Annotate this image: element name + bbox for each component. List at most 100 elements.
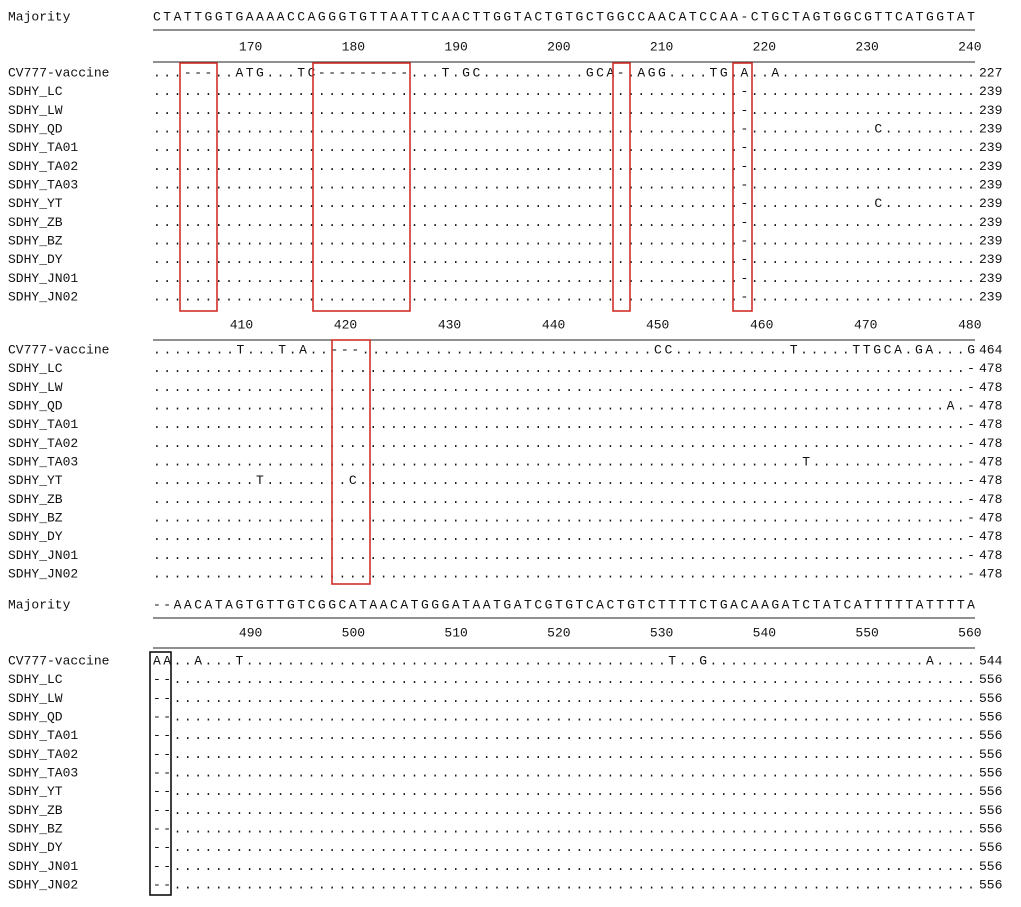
highlight-box [331, 339, 371, 585]
end-position: 556 [979, 691, 1002, 706]
end-position: 464 [979, 342, 1003, 357]
end-position: 239 [979, 177, 1002, 192]
end-position: 556 [979, 765, 1002, 780]
sequence-name: CV777-vaccine [8, 65, 109, 80]
end-position: 478 [979, 417, 1002, 432]
end-position: 239 [979, 84, 1002, 99]
end-position: 478 [979, 566, 1002, 581]
ruler-label: 240 [958, 39, 981, 54]
ruler-label: 520 [547, 625, 570, 640]
ruler-label: 470 [854, 317, 877, 332]
sequence-name: SDHY_LC [8, 672, 63, 687]
ruler-label: 480 [958, 317, 981, 332]
sequence-name: SDHY_DY [8, 529, 63, 544]
end-position: 556 [979, 728, 1002, 743]
ruler-label: 510 [444, 625, 467, 640]
ruler-label: 190 [444, 39, 467, 54]
sequence-name: SDHY_TA02 [8, 747, 78, 762]
end-position: 478 [979, 529, 1002, 544]
ruler-label: 550 [855, 625, 878, 640]
end-position: 239 [979, 289, 1002, 304]
end-position: 478 [979, 473, 1002, 488]
sequence-name: SDHY_JN02 [8, 877, 78, 892]
sequence-name: SDHY_TA02 [8, 159, 78, 174]
sequence-name: SDHY_JN02 [8, 566, 78, 581]
end-position: 239 [979, 121, 1002, 136]
ruler-label: 540 [753, 625, 776, 640]
end-position: 478 [979, 361, 1002, 376]
sequence-name: SDHY_ZB [8, 215, 63, 230]
ruler-label: 500 [342, 625, 365, 640]
sequence-name: SDHY_BZ [8, 510, 63, 525]
sequence-name: SDHY_QD [8, 709, 63, 724]
ruler-label: 210 [650, 39, 673, 54]
end-position: 227 [979, 65, 1002, 80]
sequence-name: SDHY_JN01 [8, 859, 78, 874]
ruler-label: 200 [547, 39, 570, 54]
sequence-name: SDHY_LC [8, 84, 63, 99]
end-position: 478 [979, 492, 1002, 507]
end-position: 556 [979, 747, 1002, 762]
majority-label: Majority [8, 9, 71, 24]
sequence-name: SDHY_ZB [8, 803, 63, 818]
end-position: 556 [979, 840, 1002, 855]
end-position: 556 [979, 803, 1002, 818]
end-position: 556 [979, 784, 1002, 799]
sequence-name: SDHY_TA01 [8, 140, 78, 155]
sequence-name: SDHY_QD [8, 398, 63, 413]
end-position: 239 [979, 103, 1002, 118]
end-position: 556 [979, 877, 1002, 892]
highlight-box [149, 651, 172, 896]
sequence-name: SDHY_YT [8, 784, 63, 799]
sequence-name: SDHY_BZ [8, 821, 63, 836]
sequence-name: SDHY_TA03 [8, 177, 78, 192]
highlight-box [732, 62, 753, 312]
ruler-label: 170 [239, 39, 262, 54]
sequence-name: SDHY_JN01 [8, 271, 78, 286]
sequence-name: SDHY_LW [8, 103, 63, 118]
majority-label: Majority [8, 597, 71, 612]
sequence-name: SDHY_JN01 [8, 548, 78, 563]
sequence-name: SDHY_LC [8, 361, 63, 376]
end-position: 478 [979, 398, 1002, 413]
ruler-label: 560 [958, 625, 981, 640]
end-position: 544 [979, 653, 1003, 668]
end-position: 239 [979, 233, 1002, 248]
highlight-box [612, 62, 631, 312]
ruler-label: 180 [342, 39, 365, 54]
ruler-label: 450 [646, 317, 669, 332]
end-position: 239 [979, 140, 1002, 155]
sequence: ........T...T.A..---....................… [153, 342, 975, 357]
ruler-label: 530 [650, 625, 673, 640]
sequence-name: CV777-vaccine [8, 653, 109, 668]
end-position: 556 [979, 859, 1002, 874]
end-position: 239 [979, 271, 1002, 286]
end-position: 478 [979, 548, 1002, 563]
end-position: 239 [979, 196, 1002, 211]
sequence-name: SDHY_DY [8, 252, 63, 267]
sequence-name: SDHY_BZ [8, 233, 63, 248]
ruler-label: 230 [855, 39, 878, 54]
end-position: 478 [979, 436, 1002, 451]
sequence-name: SDHY_QD [8, 121, 63, 136]
sequence-name: SDHY_TA01 [8, 417, 78, 432]
end-position: 239 [979, 215, 1002, 230]
sequence-name: SDHY_YT [8, 473, 63, 488]
end-position: 478 [979, 380, 1002, 395]
end-position: 478 [979, 510, 1002, 525]
sequence-name: SDHY_ZB [8, 492, 63, 507]
end-position: 239 [979, 252, 1002, 267]
sequence-name: SDHY_LW [8, 691, 63, 706]
ruler-label: 460 [750, 317, 773, 332]
ruler-label: 410 [230, 317, 253, 332]
end-position: 556 [979, 821, 1002, 836]
sequence-name: SDHY_JN02 [8, 289, 78, 304]
sequence-name: SDHY_TA03 [8, 765, 78, 780]
sequence-name: SDHY_TA02 [8, 436, 78, 451]
ruler-label: 490 [239, 625, 262, 640]
sequence-name: CV777-vaccine [8, 342, 109, 357]
end-position: 556 [979, 672, 1002, 687]
end-position: 556 [979, 709, 1002, 724]
